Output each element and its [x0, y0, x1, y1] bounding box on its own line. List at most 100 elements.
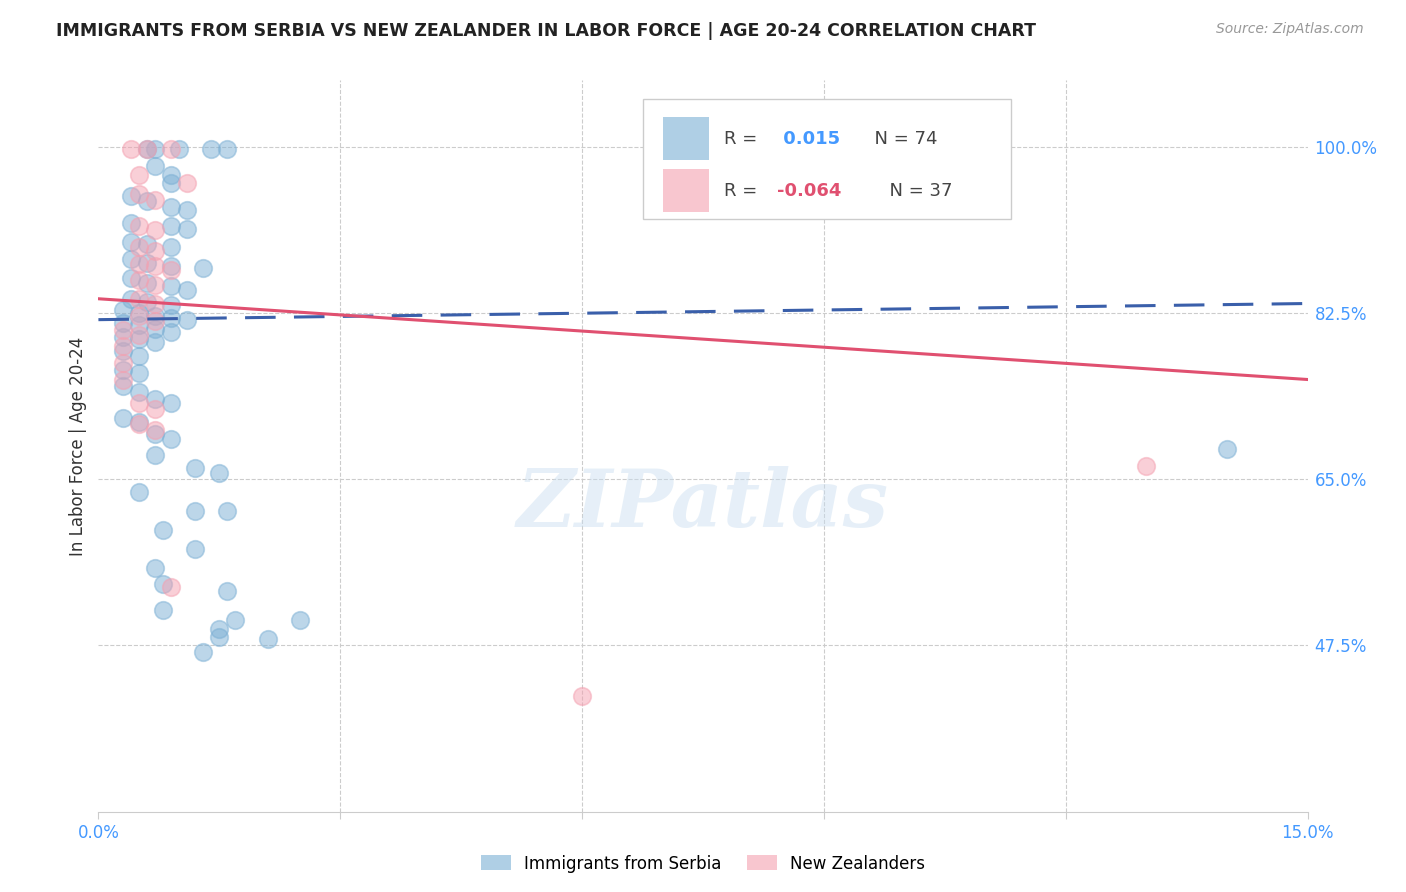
- Point: [160, 263, 183, 277]
- Point: [160, 396, 183, 410]
- Point: [128, 219, 150, 233]
- Point: [128, 484, 150, 499]
- Point: [152, 603, 174, 617]
- Point: [143, 560, 166, 574]
- Point: [128, 309, 150, 323]
- Point: [120, 252, 142, 266]
- Bar: [664, 117, 709, 160]
- Point: [193, 261, 215, 276]
- Point: [176, 176, 198, 190]
- Point: [135, 194, 157, 208]
- Point: [128, 306, 150, 320]
- Text: IMMIGRANTS FROM SERBIA VS NEW ZEALANDER IN LABOR FORCE | AGE 20-24 CORRELATION C: IMMIGRANTS FROM SERBIA VS NEW ZEALANDER …: [56, 22, 1036, 40]
- Point: [143, 159, 166, 173]
- Point: [143, 223, 166, 237]
- Point: [143, 426, 166, 441]
- Point: [143, 193, 166, 207]
- Point: [143, 309, 166, 323]
- Point: [128, 273, 150, 287]
- Point: [128, 349, 150, 363]
- Point: [128, 396, 150, 410]
- Point: [160, 168, 183, 182]
- Point: [135, 294, 157, 309]
- Point: [176, 203, 198, 218]
- Point: [143, 334, 166, 349]
- Point: [160, 219, 183, 233]
- Point: [120, 216, 142, 230]
- Text: N = 74: N = 74: [863, 129, 938, 147]
- Point: [184, 460, 207, 475]
- Point: [176, 312, 198, 326]
- Point: [176, 222, 198, 236]
- Point: [160, 433, 183, 447]
- Bar: [664, 169, 709, 212]
- Point: [128, 187, 150, 202]
- Point: [120, 292, 142, 306]
- Legend: Immigrants from Serbia, New Zealanders: Immigrants from Serbia, New Zealanders: [474, 848, 932, 880]
- Point: [143, 423, 166, 437]
- Text: R =: R =: [724, 182, 762, 200]
- Point: [111, 339, 134, 353]
- Point: [111, 316, 134, 330]
- Point: [143, 392, 166, 406]
- Point: [128, 366, 150, 380]
- Point: [143, 313, 166, 327]
- Point: [120, 142, 142, 156]
- Point: [120, 235, 142, 249]
- Point: [288, 613, 311, 627]
- Point: [135, 142, 157, 156]
- Text: ZIPatlas: ZIPatlas: [517, 466, 889, 543]
- Text: N = 37: N = 37: [879, 182, 953, 200]
- Point: [160, 298, 183, 312]
- Point: [128, 318, 150, 333]
- Point: [128, 384, 150, 399]
- FancyBboxPatch shape: [643, 99, 1011, 219]
- Point: [160, 259, 183, 273]
- Point: [111, 330, 134, 344]
- Point: [128, 292, 150, 306]
- Point: [184, 541, 207, 556]
- Y-axis label: In Labor Force | Age 20-24: In Labor Force | Age 20-24: [69, 336, 87, 556]
- Point: [160, 310, 183, 325]
- Point: [143, 244, 166, 259]
- Point: [120, 189, 142, 203]
- Point: [135, 276, 157, 290]
- Point: [111, 356, 134, 370]
- Point: [143, 296, 166, 310]
- Point: [128, 415, 150, 429]
- Point: [176, 283, 198, 297]
- Point: [167, 142, 190, 156]
- Point: [200, 142, 222, 156]
- Point: [128, 168, 150, 182]
- Point: [208, 466, 231, 480]
- Point: [128, 417, 150, 432]
- Point: [143, 322, 166, 336]
- Point: [111, 379, 134, 393]
- Point: [160, 200, 183, 214]
- Point: [152, 523, 174, 537]
- Text: Source: ZipAtlas.com: Source: ZipAtlas.com: [1216, 22, 1364, 37]
- Point: [160, 176, 183, 190]
- Point: [111, 344, 134, 359]
- Point: [160, 239, 183, 253]
- Point: [128, 239, 150, 253]
- Point: [111, 363, 134, 377]
- Point: [184, 503, 207, 517]
- Point: [120, 271, 142, 285]
- Point: [217, 142, 239, 156]
- Point: [571, 689, 593, 703]
- Point: [1216, 442, 1239, 456]
- Point: [111, 372, 134, 386]
- Point: [135, 236, 157, 251]
- Point: [143, 449, 166, 463]
- Point: [111, 323, 134, 337]
- Point: [128, 327, 150, 342]
- Point: [135, 255, 157, 269]
- Point: [1135, 458, 1157, 473]
- Point: [143, 142, 166, 156]
- Point: [143, 260, 166, 274]
- Point: [143, 401, 166, 416]
- Point: [193, 645, 215, 659]
- Point: [160, 142, 183, 156]
- Point: [176, 829, 198, 843]
